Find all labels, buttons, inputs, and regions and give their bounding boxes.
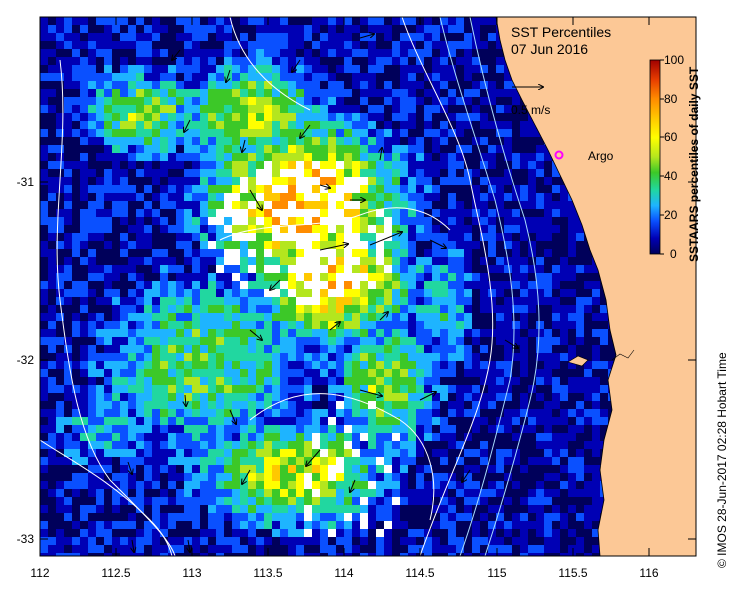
x-tick-label: 115.5 xyxy=(558,566,587,580)
x-tick-label: 115 xyxy=(487,566,506,580)
x-axis xyxy=(39,17,650,556)
y-axis-labels: -31 -32 -33 xyxy=(17,175,35,546)
bathymetry-contours xyxy=(40,17,540,556)
credit-text: © IMOS 28-Jun-2017 02:28 Hobart Time xyxy=(715,352,729,568)
map-date: 07 Jun 2016 xyxy=(511,41,588,57)
colorbar-tick: 80 xyxy=(664,92,678,106)
estuary-outline xyxy=(611,349,635,361)
y-tick-label: -33 xyxy=(17,532,35,546)
velocity-vectors xyxy=(127,34,518,552)
velocity-scale-label: 0.5 m/s xyxy=(511,103,550,117)
colorbar-label: SSTAARS percentiles of daily SST xyxy=(687,66,701,262)
x-tick-label: 114 xyxy=(334,566,353,580)
x-tick-label: 112 xyxy=(30,566,49,580)
x-tick-label: 113.5 xyxy=(253,566,282,580)
y-tick-label: -32 xyxy=(17,353,35,367)
y-tick-label: -31 xyxy=(17,175,35,189)
colorbar: 100 80 60 40 20 0 SSTAARS percentiles of… xyxy=(649,53,701,262)
plot-frame xyxy=(39,16,697,557)
x-tick-label: 113 xyxy=(182,566,201,580)
x-axis-labels: 112 112.5 113 113.5 114 114.5 115 115.5 … xyxy=(30,566,658,580)
x-tick-label: 116 xyxy=(639,566,658,580)
colorbar-tick: 20 xyxy=(664,208,678,222)
colorbar-tick: 0 xyxy=(670,247,677,261)
x-tick-label: 112.5 xyxy=(101,566,130,580)
colorbar-tick: 40 xyxy=(664,169,678,183)
x-tick-label: 114.5 xyxy=(405,566,434,580)
colorbar-gradient xyxy=(649,59,661,255)
colorbar-tick: 60 xyxy=(664,130,678,144)
rottnest-island xyxy=(567,355,589,367)
map-plot-area: 0.5 m/s Argo SST Percentiles 07 Jun 2016 xyxy=(40,17,696,556)
argo-float-marker[interactable] xyxy=(554,150,564,160)
y-axis xyxy=(40,181,696,540)
land-mass xyxy=(496,17,696,556)
map-title: SST Percentiles xyxy=(511,24,611,40)
colorbar-tick: 100 xyxy=(664,53,684,67)
coastline xyxy=(495,17,617,556)
argo-label: Argo xyxy=(588,149,614,163)
